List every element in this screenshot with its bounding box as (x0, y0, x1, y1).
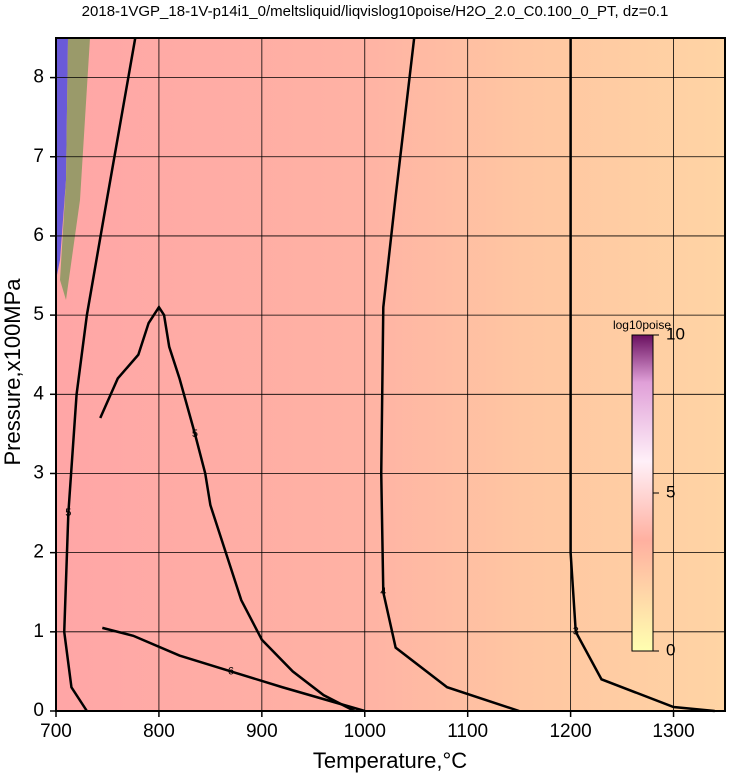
chart-title: 2018-1VGP_18-1V-p14i1_0/meltsliquid/liqv… (82, 3, 669, 20)
x-tick-label: 1200 (549, 721, 591, 742)
y-tick-label: 8 (33, 67, 44, 88)
x-tick-label: 700 (40, 721, 72, 742)
contour-label: 5 (192, 428, 198, 440)
contour-label: 5 (65, 507, 71, 519)
y-tick-label: 5 (33, 304, 44, 325)
colorbar (631, 334, 654, 652)
contour-label: 6 (228, 665, 234, 677)
low-region (56, 38, 68, 280)
colorbar-label: log10poise (613, 318, 671, 332)
y-tick-label: 4 (33, 383, 44, 404)
colorbar-tick-label: 0 (666, 640, 675, 659)
x-tick-label: 1000 (344, 721, 386, 742)
plot-frame (55, 37, 726, 712)
y-tick-label: 7 (33, 146, 44, 167)
contour-label: 4 (380, 586, 386, 598)
x-tick-label: 1100 (447, 721, 488, 742)
colorbar-tick-label: 5 (666, 482, 675, 501)
y-tick-label: 0 (33, 700, 44, 721)
contour-line (569, 38, 715, 713)
x-tick-label: 1300 (652, 721, 694, 742)
y-tick-label: 2 (33, 542, 44, 563)
contour-line (102, 626, 366, 713)
x-tick-label: 800 (143, 721, 175, 742)
contour-label: 3 (573, 626, 579, 638)
x-tick-label: 900 (246, 721, 278, 742)
contour-line (62, 37, 137, 712)
contour-line (99, 304, 356, 713)
y-tick-label: 6 (33, 225, 44, 246)
colorbar-tick-label: 10 (666, 324, 685, 343)
x-axis-label: Temperature,°C (313, 748, 467, 773)
contours: 3 4 5 5 6 (62, 37, 715, 713)
y-tick-label: 1 (33, 621, 44, 642)
y-axis-label: Pressure,x100MPa (0, 278, 25, 466)
plot-background (56, 38, 725, 711)
contour-line (379, 37, 520, 713)
y-tick-label: 3 (33, 462, 44, 483)
low-region (60, 38, 90, 300)
